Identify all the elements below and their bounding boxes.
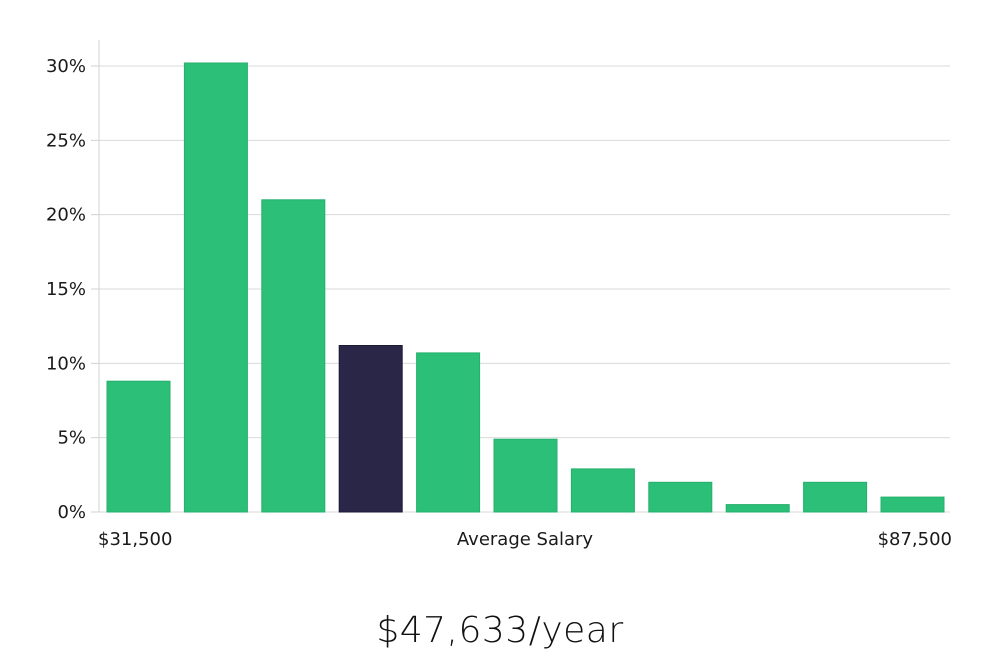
salary-histogram: 0% 5% 10% 15% 20% 25% 30% (46, 40, 950, 523)
histogram-bar (106, 380, 171, 513)
histogram-bar (493, 438, 558, 513)
x-max-label: $87,500 (877, 529, 952, 550)
x-axis-title: Average Salary (456, 529, 594, 550)
y-tick-label: 30% (46, 56, 86, 77)
y-tick-label: 10% (46, 353, 86, 374)
histogram-bar (880, 496, 945, 513)
y-tick-label: 15% (46, 279, 86, 300)
average-salary-headline: $47,633/year (376, 610, 624, 651)
y-tick-label: 20% (46, 205, 86, 226)
bars (106, 62, 945, 513)
y-tick-label: 5% (57, 428, 86, 449)
histogram-bar (416, 352, 481, 513)
histogram-bar (648, 481, 713, 513)
y-tick-label: 0% (57, 502, 86, 523)
histogram-bar (261, 199, 326, 513)
histogram-bar (183, 62, 248, 513)
x-min-label: $31,500 (98, 529, 173, 550)
histogram-bar (803, 481, 868, 513)
y-tick-labels: 0% 5% 10% 15% 20% 25% 30% (46, 56, 86, 523)
y-tick-label: 25% (46, 130, 86, 151)
histogram-bar (570, 468, 635, 513)
histogram-bar (725, 504, 790, 513)
histogram-bar-highlighted (338, 345, 403, 513)
